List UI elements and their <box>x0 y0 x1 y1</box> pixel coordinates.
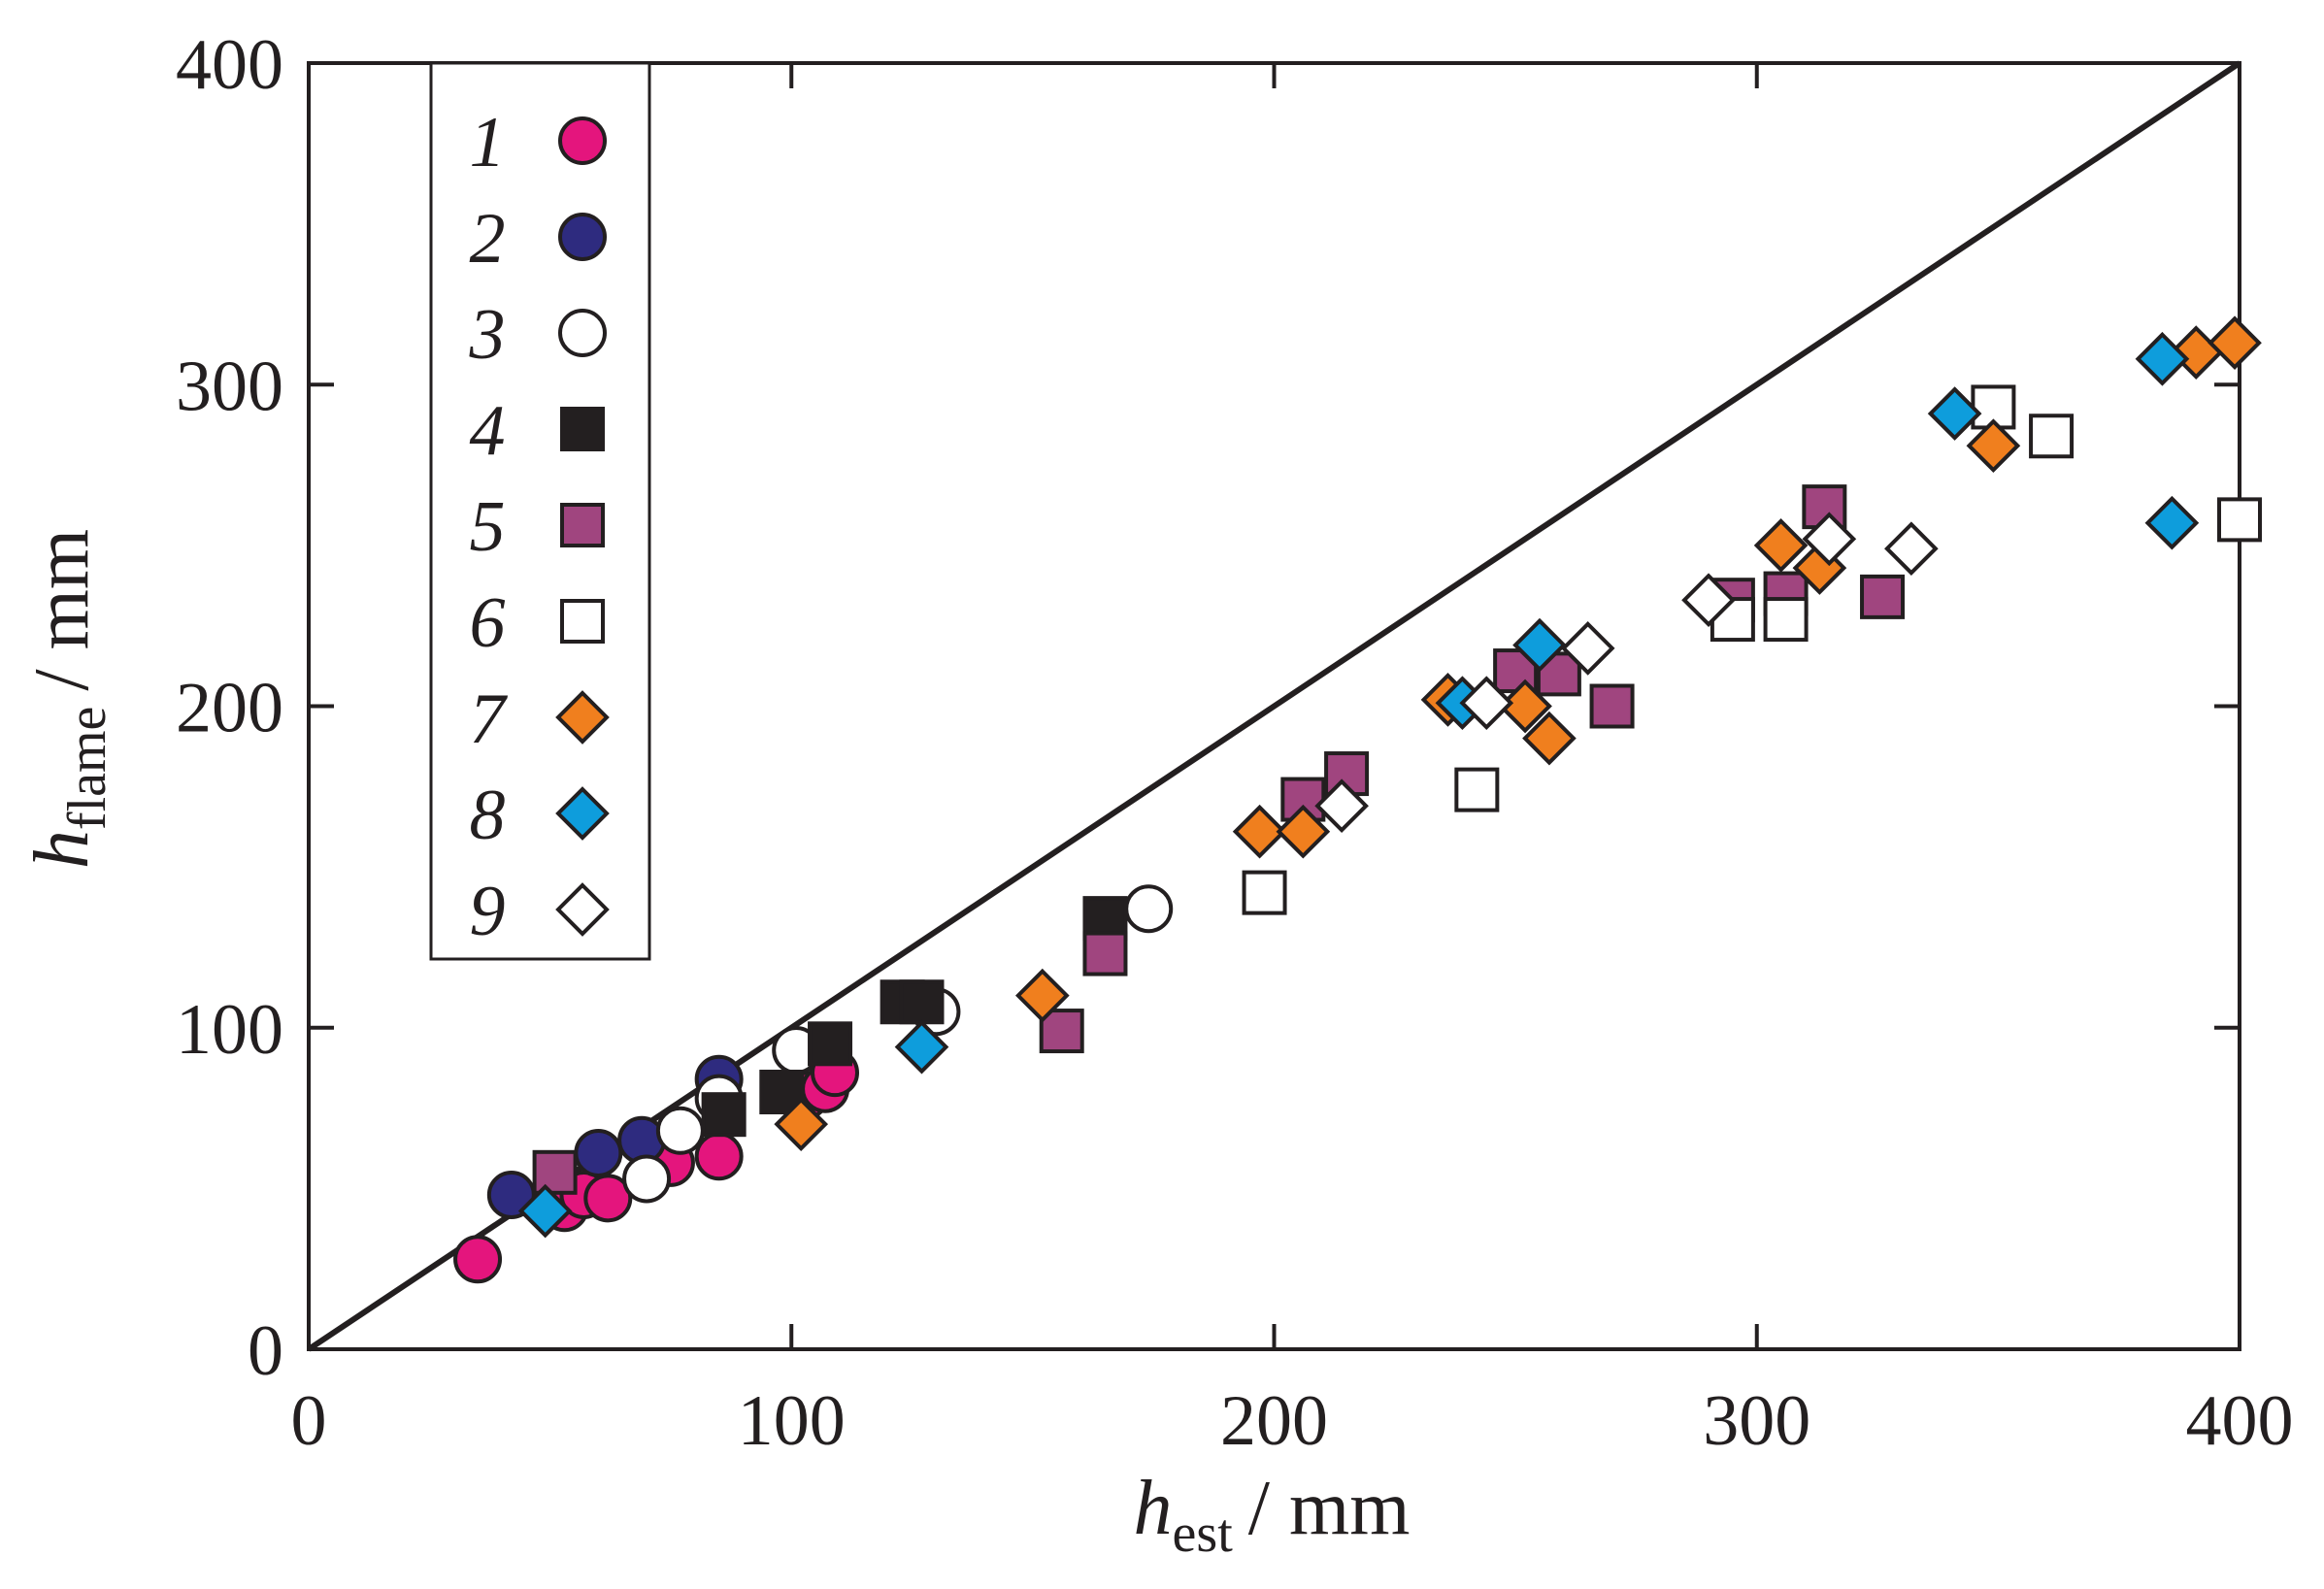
x-axis-label-subscript: est <box>1173 1504 1234 1564</box>
x-axis-label-unit: / mm <box>1248 1466 1411 1551</box>
legend-frame <box>429 61 651 961</box>
data-point-series-8 <box>2144 495 2200 550</box>
data-point-series-3 <box>655 1106 705 1155</box>
legend-label-7: 7 <box>470 679 509 759</box>
data-point-series-5 <box>1860 574 1906 619</box>
data-point-series-7 <box>2208 315 2262 371</box>
y-tick-label: 300 <box>176 347 283 426</box>
data-point-series-6 <box>2029 414 2075 459</box>
data-point-series-9 <box>1560 621 1615 676</box>
x-tick-label: 400 <box>2186 1381 2294 1461</box>
data-point-series-4 <box>701 1092 747 1138</box>
y-axis-label-unit: / mm <box>19 529 105 691</box>
series-9 <box>1314 512 1939 834</box>
data-point-series-6 <box>1454 767 1500 812</box>
data-point-series-8 <box>1927 386 1982 441</box>
legend-marker-7 <box>555 690 610 745</box>
data-point-series-8 <box>1512 617 1567 673</box>
x-tick-label: 200 <box>1220 1381 1328 1461</box>
y-tick-label: 200 <box>176 669 283 748</box>
data-point-series-9 <box>1459 676 1514 731</box>
data-point-series-9 <box>1802 512 1857 567</box>
data-point-series-6 <box>1763 597 1809 643</box>
data-point-series-4 <box>899 979 945 1025</box>
data-point-series-4 <box>759 1070 805 1114</box>
legend-marker-4 <box>560 407 605 451</box>
legend-marker-2 <box>558 213 607 261</box>
data-points <box>453 315 2262 1284</box>
data-point-series-2 <box>486 1171 536 1219</box>
y-axis-label-subscript: flame <box>57 707 117 830</box>
legend-label-5: 5 <box>470 487 506 567</box>
x-tick-label: 100 <box>738 1381 846 1461</box>
legend-items: 1 2 3 4 5 6 7 8 9 <box>469 103 610 951</box>
legend-label-2: 2 <box>470 199 506 279</box>
legend-label-9: 9 <box>470 872 506 951</box>
data-point-series-6 <box>1242 870 1287 915</box>
data-point-series-3 <box>1124 884 1174 934</box>
data-point-series-8 <box>517 1183 573 1239</box>
legend-label-4: 4 <box>470 391 506 471</box>
legend-marker-1 <box>558 116 607 165</box>
x-tick-label: 0 <box>291 1381 327 1461</box>
data-point-series-7 <box>1232 804 1287 859</box>
data-point-series-9 <box>1884 521 1939 577</box>
data-point-series-7 <box>1966 418 2021 474</box>
data-point-series-5 <box>1082 931 1128 977</box>
legend-label-8: 8 <box>470 776 506 855</box>
y-axis-label-variable: h <box>19 830 105 869</box>
y-axis-label: hflame / mm <box>19 529 117 869</box>
y-tick-label: 100 <box>176 990 283 1070</box>
data-point-series-1 <box>694 1132 744 1181</box>
data-point-series-6 <box>2217 497 2262 543</box>
x-axis-label-variable: h <box>1134 1466 1173 1551</box>
x-tick-label: 300 <box>1703 1381 1810 1461</box>
legend-marker-5 <box>560 503 605 547</box>
y-tick-label: 0 <box>248 1311 283 1391</box>
data-point-series-5 <box>532 1149 578 1195</box>
legend-marker-8 <box>555 786 610 841</box>
data-point-series-8 <box>894 1019 949 1075</box>
legend-label-3: 3 <box>469 295 506 375</box>
data-point-series-8 <box>2135 331 2190 386</box>
legend-marker-6 <box>560 599 605 644</box>
legend-label-1: 1 <box>470 103 506 182</box>
data-point-series-9 <box>1314 778 1369 834</box>
tick-marks <box>307 61 2241 1351</box>
data-point-series-1 <box>583 1174 633 1223</box>
data-point-series-3 <box>622 1154 672 1204</box>
tick-labels: 0 100 200 300 400 0 100 200 300 400 <box>176 25 2294 1461</box>
data-point-series-7 <box>1014 968 1070 1023</box>
data-point-series-9 <box>1681 573 1736 628</box>
data-point-series-7 <box>774 1097 829 1151</box>
data-point-series-7 <box>1276 804 1331 859</box>
legend-marker-9 <box>555 882 610 937</box>
series-6 <box>1242 384 2262 915</box>
data-point-series-7 <box>1522 711 1577 766</box>
data-point-series-7 <box>1753 518 1809 573</box>
data-point-series-7 <box>1498 679 1552 734</box>
data-point-series-4 <box>808 1021 853 1067</box>
legend-label-6: 6 <box>470 583 506 663</box>
data-point-series-5 <box>1589 683 1635 729</box>
data-point-series-1 <box>453 1235 503 1284</box>
data-point-series-2 <box>574 1128 623 1177</box>
series-7 <box>774 315 2262 1151</box>
x-axis-label: hest / mm <box>1134 1466 1411 1564</box>
y-tick-label: 400 <box>176 25 283 105</box>
data-point-series-5 <box>1039 1009 1084 1054</box>
legend-marker-3 <box>558 309 607 357</box>
legend: 1 2 3 4 5 6 7 8 9 <box>429 61 651 961</box>
